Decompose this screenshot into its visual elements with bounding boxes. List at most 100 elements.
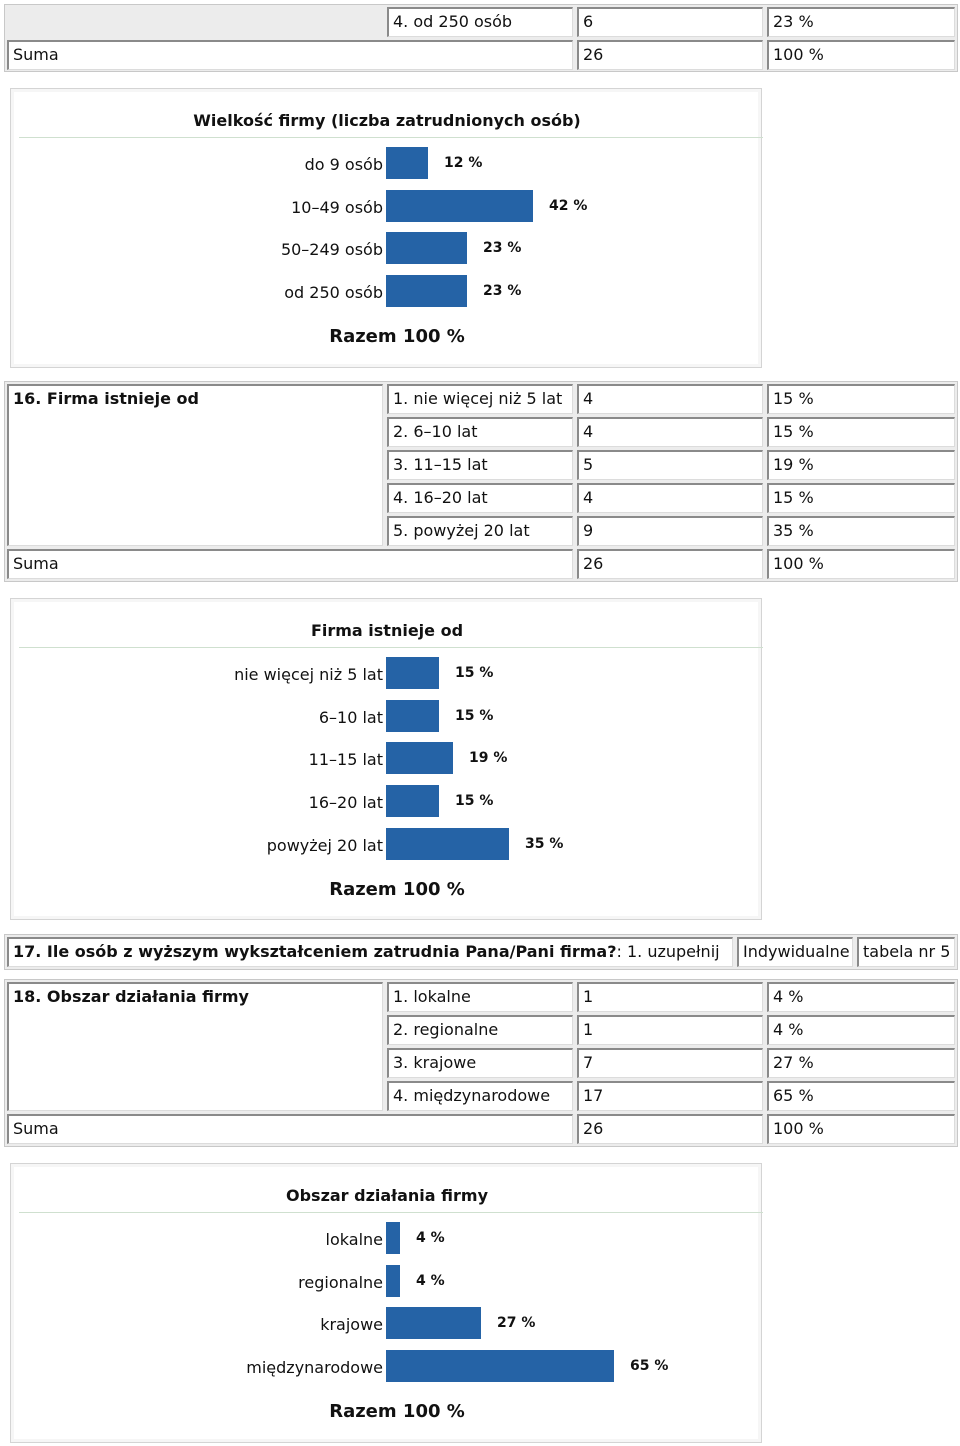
sum-label: Suma <box>7 549 573 579</box>
chart-operating-area: Obszar działania firmy lokalne 4 % regio… <box>10 1163 763 1443</box>
chart-total: Razem 100 % <box>329 879 465 900</box>
category-label: lokalne <box>325 1230 383 1249</box>
sum-percent: 100 % <box>767 40 955 70</box>
chart-company-age: Firma istnieje od nie więcej niż 5 lat 1… <box>10 598 763 920</box>
category-label: krajowe <box>320 1315 383 1334</box>
question-title: 18. Obszar działania firmy <box>7 982 383 1111</box>
table-q15: 4. od 250 osób 6 23 % Suma 26 100 % <box>4 4 958 72</box>
table-cell: 17 <box>577 1081 763 1111</box>
bar <box>386 1307 481 1339</box>
table-cell: 4 <box>577 417 763 447</box>
sum-percent: 100 % <box>767 549 955 579</box>
question-title: 17. Ile osób z wyższym wykształceniem za… <box>7 937 733 967</box>
table-cell: 4 <box>577 483 763 513</box>
bar <box>386 147 428 179</box>
bar <box>386 785 439 817</box>
sum-label: Suma <box>7 40 573 70</box>
category-label: do 9 osób <box>304 155 383 174</box>
table-reference: tabela nr 5 <box>857 937 955 967</box>
category-label: regionalne <box>298 1273 383 1292</box>
question-title: 16. Firma istnieje od <box>7 384 383 546</box>
chart-title: Wielkość firmy (liczba zatrudnionych osó… <box>193 111 581 130</box>
bar <box>386 232 467 264</box>
divider <box>19 137 763 138</box>
data-label: 35 % <box>525 836 564 852</box>
table-cell: 1 <box>577 1015 763 1045</box>
chart-title: Obszar działania firmy <box>285 1186 489 1205</box>
table-cell: 1. nie więcej niż 5 lat <box>387 384 573 414</box>
table-cell: 5 <box>577 450 763 480</box>
category-label: międzynarodowe <box>246 1358 383 1377</box>
chart-total: Razem 100 % <box>329 326 465 347</box>
table-cell: 27 % <box>767 1048 955 1078</box>
answer-type: Indywidualne <box>737 937 853 967</box>
data-label: 27 % <box>497 1315 536 1331</box>
category-label: 6–10 lat <box>318 708 383 727</box>
data-label: 15 % <box>455 665 494 681</box>
table-cell: 2. regionalne <box>387 1015 573 1045</box>
bar <box>386 190 533 222</box>
table-cell: 19 % <box>767 450 955 480</box>
data-label: 4 % <box>416 1273 445 1289</box>
data-label: 15 % <box>455 708 494 724</box>
table-cell: 4 % <box>767 1015 955 1045</box>
bar <box>386 275 467 307</box>
chart-title: Firma istnieje od <box>310 621 464 640</box>
chart-total: Razem 100 % <box>329 1401 465 1422</box>
category-label: 50–249 osób <box>280 240 383 259</box>
sum-count: 26 <box>577 549 763 579</box>
table-cell: 6 <box>577 7 763 37</box>
bar <box>386 742 453 774</box>
data-label: 12 % <box>444 155 483 171</box>
question-text: 17. Ile osób z wyższym wykształceniem za… <box>13 942 617 961</box>
category-label: nie więcej niż 5 lat <box>234 665 383 684</box>
table-cell: 3. krajowe <box>387 1048 573 1078</box>
table-cell: 15 % <box>767 417 955 447</box>
table-cell: 2. 6–10 lat <box>387 417 573 447</box>
table-cell: 4 % <box>767 982 955 1012</box>
category-label: 16–20 lat <box>308 793 383 812</box>
table-q16: 16. Firma istnieje od 1. nie więcej niż … <box>4 381 958 582</box>
table-cell: 65 % <box>767 1081 955 1111</box>
chart-company-size: Wielkość firmy (liczba zatrudnionych osó… <box>10 88 763 368</box>
data-label: 65 % <box>630 1358 669 1374</box>
table-q18: 18. Obszar działania firmy 1. lokalne 1 … <box>4 979 958 1147</box>
sum-percent: 100 % <box>767 1114 955 1144</box>
bar <box>386 828 509 860</box>
table-cell: 3. 11–15 lat <box>387 450 573 480</box>
bar <box>386 1222 400 1254</box>
question-answer: : 1. uzupełnij <box>616 942 720 961</box>
data-label: 15 % <box>455 793 494 809</box>
divider <box>19 1212 763 1213</box>
table-cell: 1. lokalne <box>387 982 573 1012</box>
divider <box>19 647 763 648</box>
table-q17: 17. Ile osób z wyższym wykształceniem za… <box>4 934 958 970</box>
data-label: 23 % <box>483 240 522 256</box>
data-label: 19 % <box>469 750 508 766</box>
bar <box>386 1350 614 1382</box>
bar <box>386 1265 400 1297</box>
table-cell: 15 % <box>767 384 955 414</box>
table-cell: 15 % <box>767 483 955 513</box>
table-cell: 1 <box>577 982 763 1012</box>
sum-label: Suma <box>7 1114 573 1144</box>
category-label: powyżej 20 lat <box>266 836 383 855</box>
data-label: 42 % <box>549 198 588 214</box>
sum-count: 26 <box>577 1114 763 1144</box>
table-cell: 4. międzynarodowe <box>387 1081 573 1111</box>
table-cell: 7 <box>577 1048 763 1078</box>
table-cell: 4. od 250 osób <box>387 7 573 37</box>
table-cell: 23 % <box>767 7 955 37</box>
data-label: 23 % <box>483 283 522 299</box>
table-cell: 5. powyżej 20 lat <box>387 516 573 546</box>
category-label: 11–15 lat <box>308 750 383 769</box>
data-label: 4 % <box>416 1230 445 1246</box>
category-label: od 250 osób <box>284 283 383 302</box>
table-cell: 35 % <box>767 516 955 546</box>
table-cell: 9 <box>577 516 763 546</box>
category-label: 10–49 osób <box>291 198 383 217</box>
sum-count: 26 <box>577 40 763 70</box>
table-cell: 4. 16–20 lat <box>387 483 573 513</box>
table-cell: 4 <box>577 384 763 414</box>
bar <box>386 700 439 732</box>
